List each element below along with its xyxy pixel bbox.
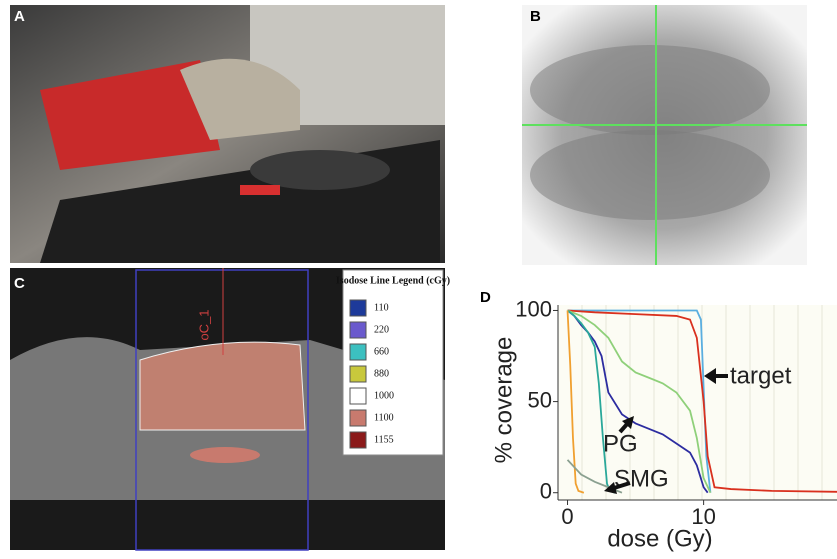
y-tick-label: 100 [515,296,552,321]
y-tick-label: 50 [528,387,552,412]
legend-swatch [350,410,366,426]
legend-swatch [350,366,366,382]
x-tick-label: 0 [561,504,573,529]
y-axis-label: % coverage [490,337,517,464]
contour-label: oC_1 [196,309,211,340]
legend-title: Isodose Line Legend (cGy) [336,275,450,286]
legend-swatch [350,300,366,316]
y-tick-label: 0 [540,479,552,504]
legend-swatch [350,322,366,338]
photo-panel [10,5,445,263]
figure: A B C oC_1 Isodose Line Legend (cGy) 110… [0,0,837,554]
legend-label: 1100 [374,412,394,423]
x-axis-label: dose (Gy) [607,525,712,552]
panel-label: B [530,8,541,25]
annotation: target [730,362,792,389]
legend-label: 220 [374,324,389,335]
legend-swatch [350,388,366,404]
annotation: SMG [614,465,669,492]
panel-label: C [14,275,25,292]
xray-panel [522,5,807,265]
legend-label: 880 [374,368,389,379]
legend-label: 660 [374,346,389,357]
legend-label: 1155 [374,434,394,445]
legend-label: 110 [374,302,389,313]
panel-label: A [14,8,25,25]
legend-swatch [350,432,366,448]
legend-swatch [350,344,366,360]
legend-label: 1000 [374,390,394,401]
annotation: PG [603,430,638,457]
panel-label: D [480,289,491,306]
